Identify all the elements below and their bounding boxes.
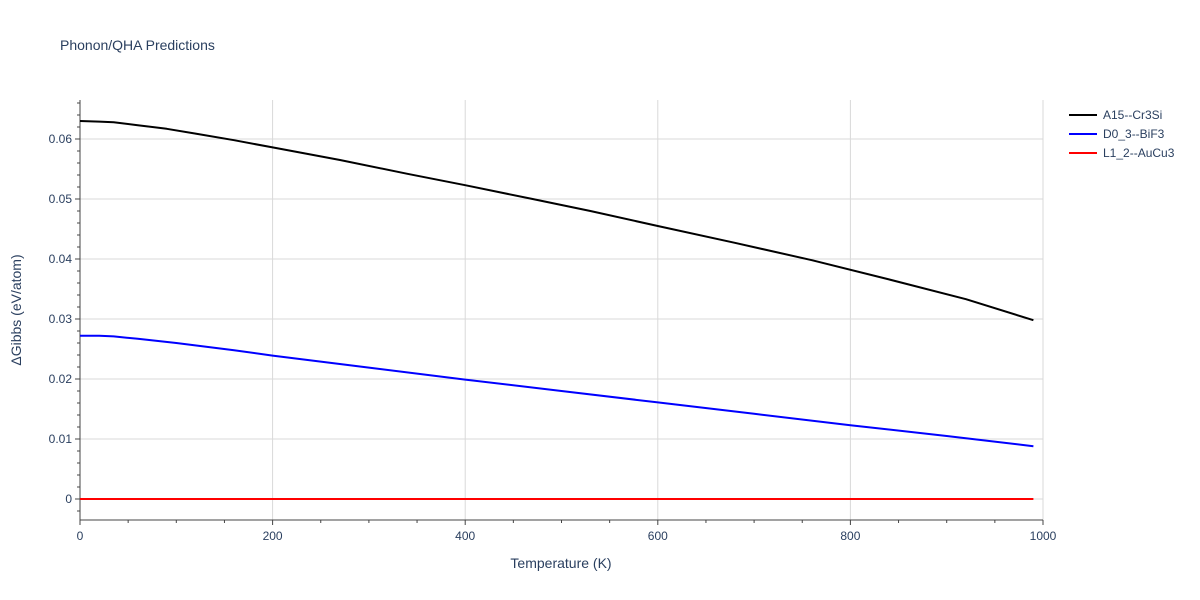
- series-line-1: [80, 334, 1034, 448]
- y-tick-label: 0: [65, 492, 72, 506]
- legend-label: D0_3--BiF3: [1103, 127, 1165, 141]
- legend: A15--Cr3Si D0_3--BiF3 L1_2--AuCu3: [1069, 108, 1175, 160]
- y-tick-label: 0.02: [49, 372, 73, 386]
- y-tick-label: 0.05: [49, 192, 73, 206]
- series-group: [79, 120, 1034, 500]
- legend-label: L1_2--AuCu3: [1103, 146, 1175, 160]
- x-tick-label: 600: [648, 529, 668, 543]
- y-axis-title: ΔGibbs (eV/atom): [8, 254, 24, 365]
- series-line-0: [79, 120, 1034, 322]
- y-tick-label: 0.03: [49, 312, 73, 326]
- ticks: 0 200 400 600 800 1000 0 0.01 0.02 0.03 0.04 0.05 0.…: [49, 102, 1057, 543]
- axes: [79, 100, 1043, 521]
- chart-title: Phonon/QHA Predictions: [60, 37, 215, 53]
- x-tick-label: 1000: [1030, 529, 1057, 543]
- y-tick-label: 0.01: [49, 432, 73, 446]
- x-tick-label: 400: [455, 529, 475, 543]
- x-tick-label: 0: [77, 529, 84, 543]
- legend-label: A15--Cr3Si: [1103, 108, 1162, 122]
- x-axis-title: Temperature (K): [510, 555, 611, 571]
- y-tick-label: 0.06: [49, 132, 73, 146]
- x-tick-label: 200: [263, 529, 283, 543]
- grid: [80, 100, 1044, 520]
- y-tick-label: 0.04: [49, 252, 73, 266]
- x-tick-label: 800: [840, 529, 860, 543]
